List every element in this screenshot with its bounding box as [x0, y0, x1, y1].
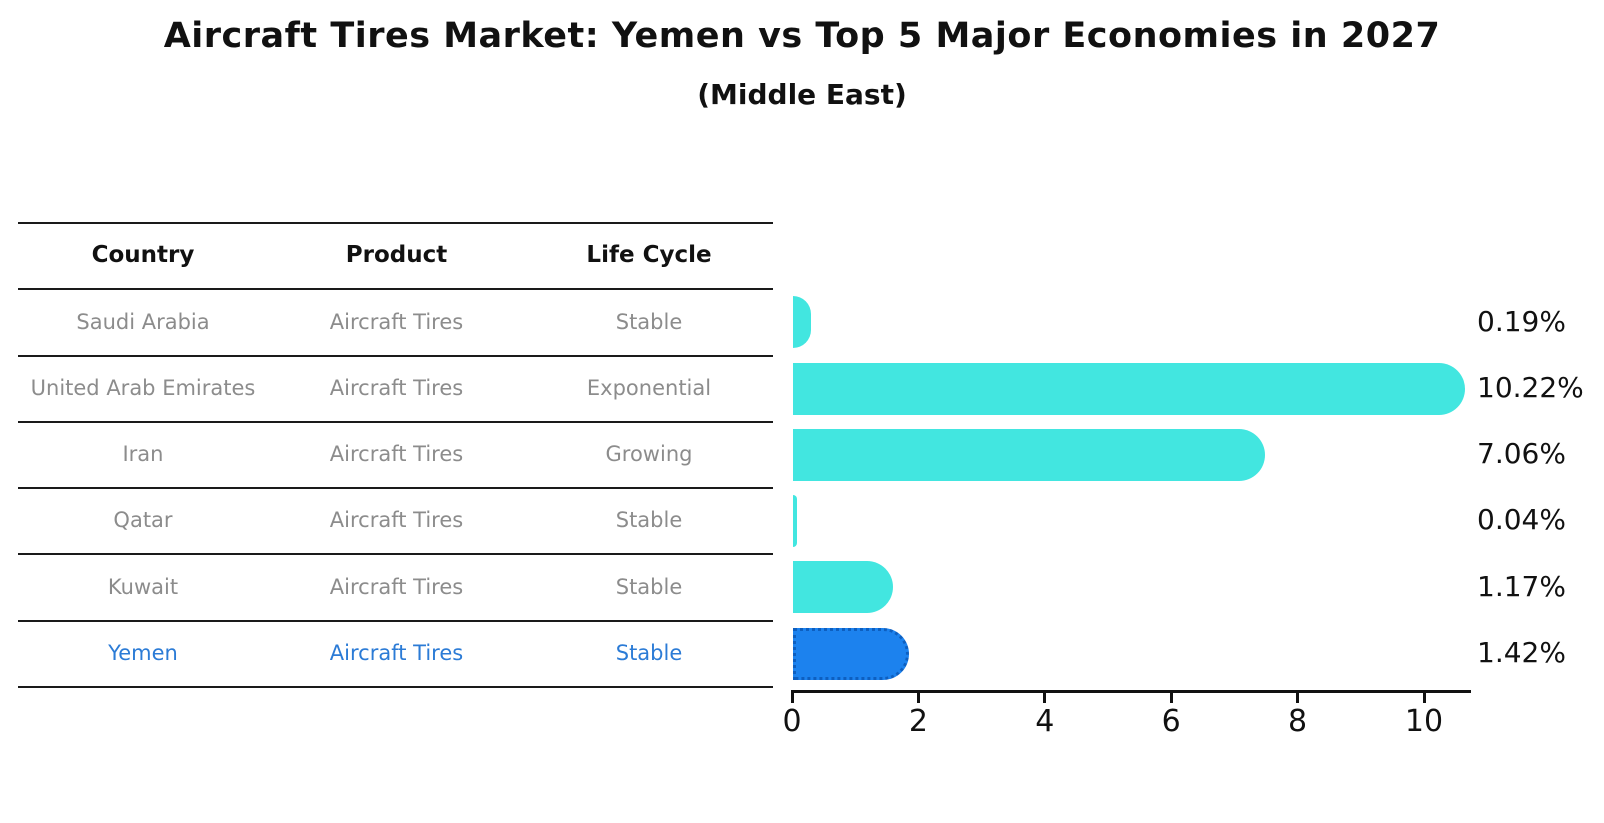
table-cell: United Arab Emirates — [30, 376, 256, 400]
chart-title: Aircraft Tires Market: Yemen vs Top 5 Ma… — [163, 16, 1441, 56]
value-label: 0.19% — [1477, 304, 1566, 338]
table-cell: Aircraft Tires — [329, 508, 464, 532]
table-row: Qatar Aircraft Tires Stable — [18, 487, 773, 553]
table-cell: Aircraft Tires — [329, 376, 464, 400]
table-cell: Aircraft Tires — [329, 309, 464, 334]
value-label: 1.17% — [1477, 569, 1566, 603]
value-label: 7.06% — [1477, 437, 1566, 470]
table-row: Saudi Arabia Aircraft Tires Stable — [18, 288, 773, 355]
table-header-cell: Life Cycle — [586, 242, 712, 268]
table-row: United Arab Emirates Aircraft Tires Expone… — [18, 355, 773, 421]
value-label: 0.04% — [1477, 503, 1566, 536]
table-header-row: Country Product Life Cycle — [18, 222, 773, 288]
row-separator-line — [18, 620, 773, 622]
table-cell: Stable — [615, 641, 683, 665]
x-tick-mark — [916, 693, 920, 703]
x-tick-label: 6 — [1161, 704, 1181, 739]
table-cell: Aircraft Tires — [329, 641, 464, 665]
x-tick-label: 8 — [1288, 704, 1308, 739]
table-row: Yemen Aircraft Tires Stable — [18, 620, 773, 686]
row-separator-line — [18, 487, 773, 489]
table-header-cell: Product — [345, 242, 448, 268]
x-tick-mark — [1043, 693, 1047, 703]
x-tick-label: 4 — [1035, 704, 1055, 739]
bar — [793, 495, 797, 547]
row-separator-line — [18, 222, 773, 224]
table-cell: Aircraft Tires — [329, 442, 464, 466]
bar — [793, 561, 893, 613]
row-separator-line — [18, 288, 773, 290]
table-cell: Yemen — [108, 641, 178, 665]
x-tick-mark — [1296, 693, 1300, 703]
value-label: 1.42% — [1477, 636, 1566, 669]
x-axis-line — [791, 690, 1471, 693]
row-separator-line — [18, 553, 773, 555]
bar-highlight — [793, 628, 909, 680]
row-separator-line — [18, 686, 773, 688]
x-tick-label: 2 — [908, 704, 928, 739]
x-tick-mark — [1169, 693, 1173, 703]
x-tick-mark — [1422, 693, 1426, 703]
table-cell: Exponential — [586, 376, 712, 400]
table-cell: Stable — [615, 574, 683, 599]
table-cell: Growing — [605, 442, 693, 466]
table-cell: Iran — [122, 442, 164, 466]
row-separator-line — [18, 355, 773, 357]
table-cell: Qatar — [113, 508, 173, 532]
x-tick-mark — [790, 693, 794, 703]
x-tick-label: 10 — [1404, 704, 1444, 739]
x-tick-label: 0 — [782, 704, 802, 739]
value-label: 10.22% — [1477, 371, 1584, 404]
table-cell: Stable — [615, 508, 683, 532]
table-cell: Kuwait — [107, 574, 179, 599]
table-row: Kuwait Aircraft Tires Stable — [18, 553, 773, 620]
table-cell: Saudi Arabia — [76, 309, 210, 334]
table-cell: Stable — [615, 309, 683, 334]
chart-subtitle: (Middle East) — [697, 78, 907, 111]
table-row: Iran Aircraft Tires Growing — [18, 421, 773, 487]
bar — [793, 296, 811, 348]
table-header-cell: Country — [91, 242, 195, 268]
bar — [793, 429, 1266, 481]
table-cell: Aircraft Tires — [329, 574, 464, 599]
bar — [793, 363, 1465, 415]
row-separator-line — [18, 421, 773, 423]
